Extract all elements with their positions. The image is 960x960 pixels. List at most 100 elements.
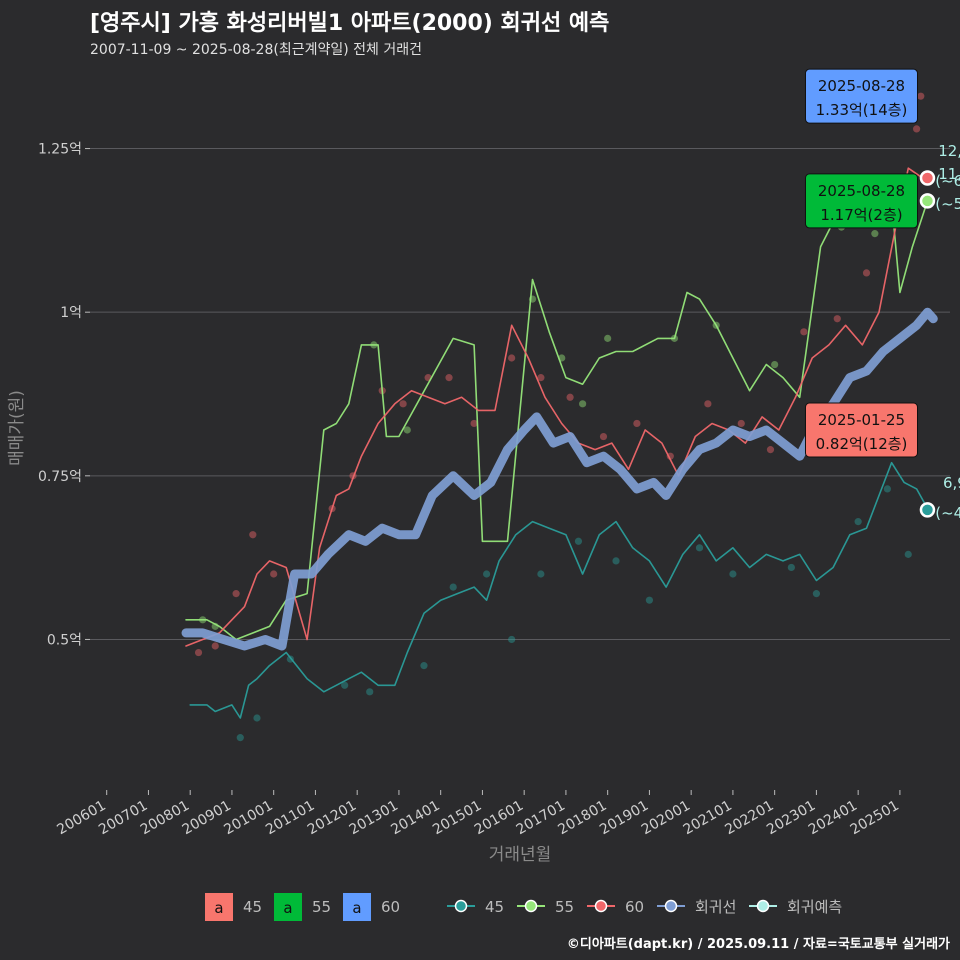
scatter-point	[341, 681, 349, 689]
callout-price: 0.82억(12층)	[816, 435, 908, 453]
y-tick-label: 0.75억	[38, 469, 82, 485]
scatter-point	[633, 419, 641, 428]
latest-deal-callouts: 2025-01-25 0.82억(12층) 2025-08-28 1.17억(2층) 2…	[804, 68, 918, 458]
scatter-point	[645, 596, 654, 604]
callout-box-55	[804, 173, 918, 229]
scatter-point	[574, 537, 583, 545]
y-tick-label: 1.25억	[38, 142, 82, 158]
legend-marker	[454, 899, 468, 913]
legend-line-label: 45	[485, 898, 504, 916]
scatter-point	[871, 230, 879, 238]
legend-line-label: 55	[555, 898, 574, 916]
callout-box-60	[804, 68, 918, 124]
scatter-point	[403, 426, 411, 434]
scatter-point	[704, 400, 712, 408]
scatter-point	[537, 570, 545, 578]
callout-price: 1.17억(2층)	[820, 206, 902, 224]
callout-date: 2025-08-28	[818, 77, 905, 95]
legend-box-label: 55	[312, 898, 331, 916]
callout-price: 1.33억(14층)	[816, 101, 908, 119]
scatter-point	[862, 269, 871, 277]
scatter-point	[883, 485, 891, 493]
scatter-point	[599, 432, 608, 441]
scatter-point	[737, 419, 745, 428]
scatter-point	[604, 334, 612, 342]
legend-box-60	[343, 893, 371, 921]
scatter-point	[566, 393, 574, 401]
legend-line-label: 회귀선	[695, 898, 736, 916]
series-line-55	[185, 200, 929, 641]
series-line-45	[189, 461, 929, 719]
legend-line-label: 60	[625, 898, 644, 916]
legend-box-label: 60	[381, 898, 400, 916]
series-line-60	[185, 167, 929, 647]
footer-source: ©디아파트(dapt.kr) / 2025.09.11 / 자료=국토교통부 실…	[567, 936, 950, 952]
scatter-point	[211, 642, 219, 650]
legend: a 45 a 55 a 60 45 55 60 회귀선 회귀예측	[205, 893, 842, 921]
forecast-value: 11,700	[938, 165, 960, 183]
scatter-point	[366, 688, 374, 696]
legend-box-glyph: a	[352, 899, 361, 917]
forecast-point-55	[919, 193, 936, 209]
callout-box-45	[804, 402, 918, 458]
x-tick-label: 202501	[848, 798, 902, 839]
scatter-point	[445, 374, 453, 382]
forecast-area: (~60㎡)	[935, 172, 960, 190]
scatter-point	[771, 360, 779, 369]
scatter-point	[270, 570, 278, 578]
legend-box-glyph: a	[214, 899, 223, 917]
scatter-point	[917, 92, 925, 100]
scatter-point	[913, 125, 921, 133]
scatter-point	[800, 328, 808, 336]
scatter-point	[766, 446, 775, 454]
forecast-value: 6,983	[943, 474, 960, 492]
scatter-point	[537, 374, 545, 382]
scatter-point	[236, 734, 244, 742]
chart-subtitle: 2007-11-09 ~ 2025-08-28(최근계약일) 전체 거래건	[90, 42, 422, 58]
scatter-point	[253, 714, 261, 722]
legend-marker	[664, 899, 678, 913]
scatter-point	[483, 570, 491, 578]
scatter-point	[449, 583, 457, 591]
forecast-value: 12,033	[938, 142, 960, 160]
y-tick-label: 1억	[60, 305, 82, 321]
scatter-point	[508, 354, 516, 362]
scatter-point	[612, 557, 620, 565]
scatter-point	[695, 544, 704, 552]
forecast-point-60	[919, 170, 936, 186]
forecast-area: (~45㎡)	[935, 504, 960, 522]
scatter-point	[232, 590, 240, 598]
chart-title: [영주시] 가흥 화성리버빌1 아파트(2000) 회귀선 예측	[90, 11, 609, 36]
callout-date: 2025-08-28	[818, 182, 905, 200]
y-axis-title: 매매가(원)	[7, 390, 27, 466]
y-tick-label: 0.5억	[47, 632, 82, 648]
scatter-point	[508, 635, 516, 644]
scatter-point	[249, 531, 257, 539]
scatter-point	[833, 315, 841, 323]
legend-box-glyph: a	[283, 899, 292, 917]
callout-date: 2025-01-25	[818, 411, 905, 429]
scatter-point	[904, 550, 912, 558]
scatter-point	[194, 648, 203, 657]
scatter-point	[470, 419, 478, 428]
scatter-point	[787, 563, 795, 572]
scatter-point	[854, 518, 862, 526]
scatter-point	[812, 590, 821, 598]
x-axis-title: 거래년월	[489, 845, 552, 865]
legend-marker	[524, 899, 538, 913]
scatter-point	[729, 570, 737, 578]
y-axis-ticks: 0.5억 0.75억 1억 1.25억	[38, 142, 90, 648]
legend-marker	[756, 899, 770, 913]
grid-lines	[90, 148, 950, 640]
scatter-point	[420, 662, 428, 670]
forecast-point-45	[919, 502, 936, 518]
x-axis-ticks: 2006012007012008012009012010012011012012…	[54, 790, 902, 839]
forecast-area: (~55㎡)	[935, 195, 960, 213]
legend-marker	[594, 899, 608, 913]
scatter-point	[579, 400, 587, 408]
legend-box-55	[274, 893, 302, 921]
scatter-point	[399, 400, 407, 408]
legend-box-45	[205, 893, 233, 921]
legend-line-label: 회귀예측	[787, 898, 842, 916]
